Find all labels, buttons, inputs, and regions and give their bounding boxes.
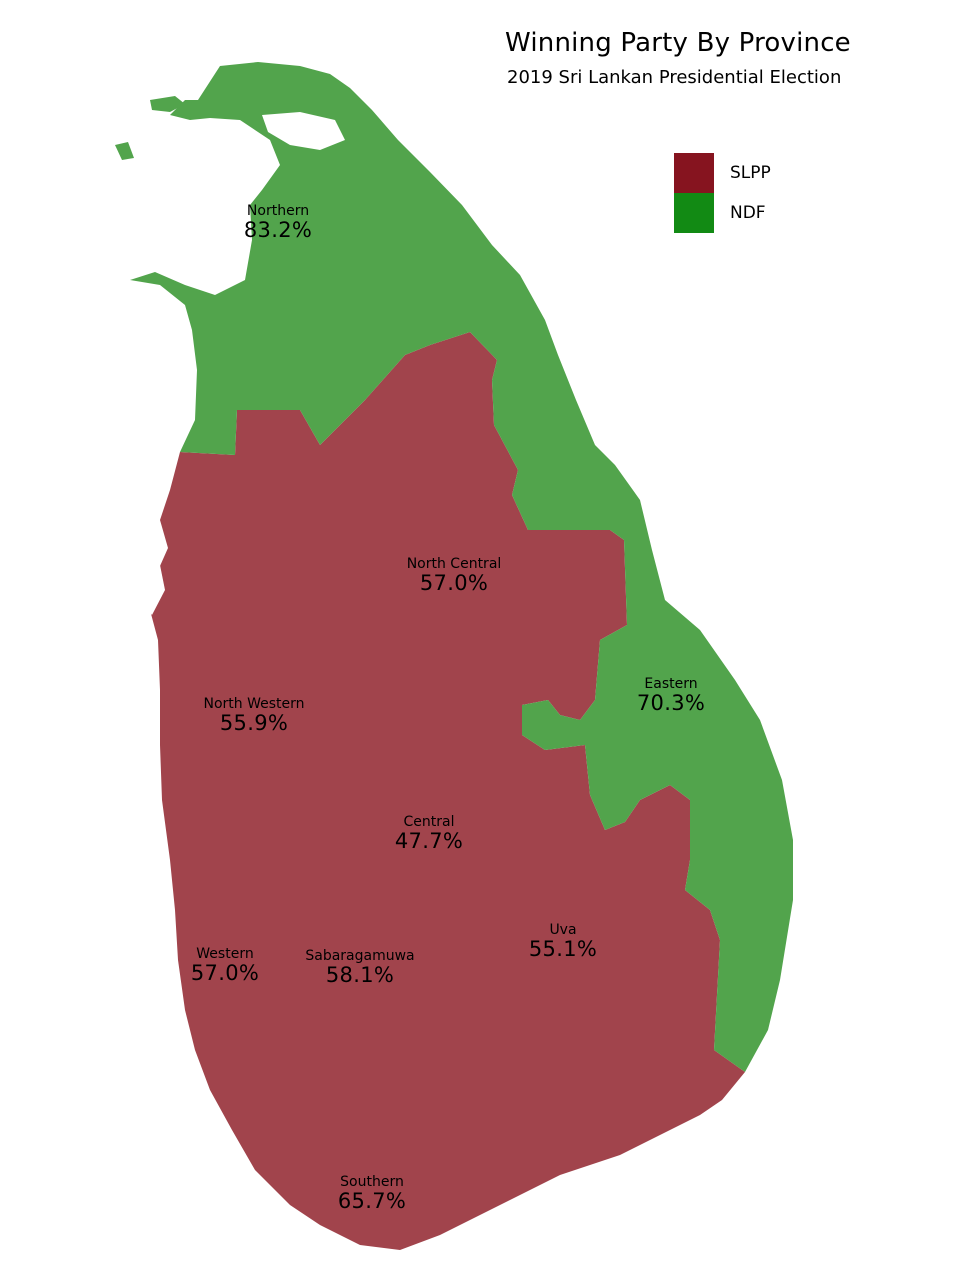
province-name: North Western xyxy=(203,696,305,712)
map-title: Winning Party By Province xyxy=(505,28,851,58)
legend-item-slpp: SLPP xyxy=(674,153,771,193)
legend-swatch-ndf xyxy=(674,193,714,233)
map-subtitle: 2019 Sri Lankan Presidential Election xyxy=(507,67,842,88)
province-name: Central xyxy=(403,814,455,830)
province-name: Southern xyxy=(340,1174,404,1190)
map-lagoon xyxy=(262,112,345,150)
province-percent: 58.1% xyxy=(325,963,395,987)
map-island-west xyxy=(115,142,134,160)
map-lagoon-west xyxy=(140,555,165,615)
legend-swatch-slpp xyxy=(674,153,714,193)
province-label-north-western: North Western 55.9% xyxy=(203,696,304,734)
province-label-central: Central 47.7% xyxy=(395,814,463,852)
province-name: Eastern xyxy=(644,676,698,692)
map-region-slpp xyxy=(150,332,745,1250)
province-name: Northern xyxy=(246,203,310,219)
province-label-western: Western 57.0% xyxy=(191,946,259,984)
province-name: Uva xyxy=(549,922,577,938)
map-island-north xyxy=(150,96,185,112)
province-name: North Central xyxy=(406,556,502,572)
province-percent: 47.7% xyxy=(394,829,464,853)
province-percent: 70.3% xyxy=(636,691,706,715)
province-name: Sabaragamuwa xyxy=(305,948,415,964)
province-label-southern: Southern 65.7% xyxy=(338,1174,406,1212)
map-region-ndf xyxy=(130,62,793,1072)
province-percent: 55.1% xyxy=(528,937,598,961)
province-label-uva: Uva 55.1% xyxy=(529,922,597,960)
province-percent: 57.0% xyxy=(190,961,260,985)
province-percent: 65.7% xyxy=(337,1189,407,1213)
province-label-sabaragamuwa: Sabaragamuwa 58.1% xyxy=(305,948,414,986)
province-label-northern: Northern 83.2% xyxy=(244,203,312,241)
province-percent: 55.9% xyxy=(219,711,289,735)
province-percent: 83.2% xyxy=(243,218,313,242)
legend: SLPP NDF xyxy=(674,153,771,233)
province-label-eastern: Eastern 70.3% xyxy=(637,676,705,714)
legend-label-slpp: SLPP xyxy=(730,163,771,183)
province-label-north-central: North Central 57.0% xyxy=(407,556,502,594)
legend-label-ndf: NDF xyxy=(730,203,766,223)
province-name: Western xyxy=(196,946,254,962)
legend-item-ndf: NDF xyxy=(674,193,771,233)
province-percent: 57.0% xyxy=(419,571,489,595)
